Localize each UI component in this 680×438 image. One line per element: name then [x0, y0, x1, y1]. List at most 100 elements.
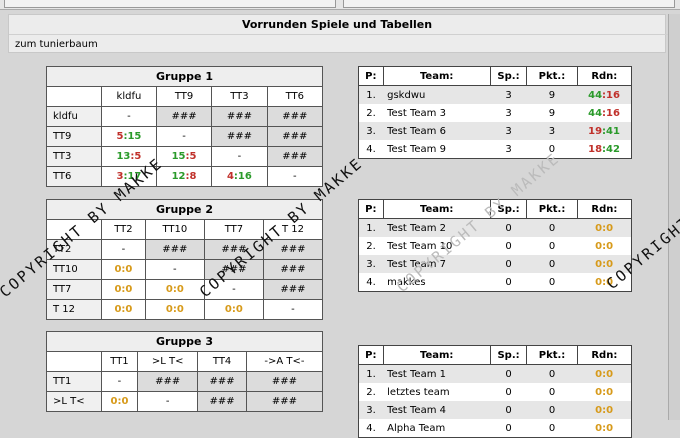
scrollbar[interactable]: [668, 14, 680, 420]
standings-cell: 0: [490, 364, 527, 383]
matrix-row: T 12 0:0 0:0 0:0-: [46, 299, 324, 320]
standings-header: P: Team: Sp.: Pkt.: Rdn:: [358, 345, 633, 365]
group-title: Gruppe 3: [46, 331, 323, 352]
standings-cell: Test Team 1: [383, 364, 491, 383]
title-row: Gruppe 3: [46, 331, 323, 352]
match-cell: 5:15: [101, 126, 157, 147]
standings-cell: 2.: [366, 386, 376, 398]
match-cell: -: [203, 279, 264, 300]
corner-cell: [46, 219, 102, 240]
match-cell: -: [266, 166, 324, 187]
standings-cell: 3: [505, 107, 512, 119]
match-cell: ###: [211, 106, 268, 127]
standings-cell: 3.: [358, 122, 384, 140]
standings-cell: 0: [526, 401, 578, 419]
standings-row: 2. letztes team 0 0 0:0: [359, 383, 632, 401]
standings-cell: 0: [505, 240, 512, 252]
match-cell: -: [262, 299, 324, 320]
match-cell: ###: [203, 259, 264, 280]
standings-row: 4. Test Team 9 3 0 18:42: [359, 140, 632, 159]
standings-cell: 0: [526, 364, 578, 383]
standings-cell: Test Team 9: [387, 143, 446, 155]
match-cell: 4:16: [211, 166, 268, 187]
standings-heading: Sp.:: [489, 199, 528, 219]
title-row: Gruppe 1: [46, 66, 323, 87]
row-label: TT10: [46, 259, 102, 280]
column-header: TT2: [101, 219, 146, 240]
match-cell: -: [101, 106, 157, 127]
column-header: >L T<: [136, 351, 199, 372]
standings-cell: 9: [526, 85, 578, 104]
standings-cell: 0: [490, 401, 527, 419]
match-cell: -: [136, 391, 199, 412]
standings-cell: Test Team 2: [383, 218, 491, 237]
standings-row: 1. Test Team 2 0 0 0:0: [358, 218, 632, 237]
row-label: TT9: [46, 126, 102, 147]
standings-row: 2. Test Team 3 3 9 44:16: [359, 104, 632, 122]
column-header: TT6: [266, 86, 324, 107]
standings-heading: Team:: [382, 345, 491, 365]
standings-heading: Sp.:: [489, 66, 528, 86]
row-label: TT2: [46, 239, 102, 260]
standings-cell: 0:0: [595, 276, 614, 288]
group-matrix: Gruppe 2 TT2 TT10 TT7 T 12 TT2- ### ### ### TT10 0…: [46, 199, 324, 320]
standings-cell: 3.: [358, 255, 384, 273]
column-header: T 12: [262, 219, 324, 240]
standings-cell: 0:0: [595, 386, 614, 398]
match-cell: ###: [245, 371, 324, 392]
matrix-row: TT2- ### ### ###: [46, 239, 324, 260]
tab[interactable]: [4, 0, 336, 8]
standings-cell: 0: [548, 422, 556, 434]
match-cell: ###: [197, 371, 247, 392]
standings-cell: 0: [548, 276, 556, 288]
standings-cell: 1.: [358, 218, 384, 237]
standings-cell: 3: [505, 143, 512, 155]
standings-heading: Rdn:: [576, 345, 633, 365]
match-cell: 0:0: [101, 259, 146, 280]
standings-heading: Rdn:: [576, 66, 633, 86]
match-cell: 0:0: [203, 299, 264, 320]
standings-cell: Alpha Team: [387, 422, 446, 434]
standings-cell: Test Team 7: [383, 255, 491, 273]
standings-cell: 0:0: [577, 401, 632, 419]
match-cell: 13:5: [101, 146, 157, 167]
matrix-row: TT1- ### ### ###: [46, 371, 324, 392]
matrix-row: TT6 3:17 12:8 4:16-: [46, 166, 324, 187]
row-label: T 12: [46, 299, 102, 320]
standings-cell: 0:0: [595, 422, 614, 434]
match-cell: 0:0: [144, 299, 205, 320]
standings-cell: letztes team: [387, 386, 450, 398]
matrix-row: TT9 5:15- ### ###: [46, 126, 324, 147]
standings-table: P: Team: Sp.: Pkt.: Rdn: 1. Test Team 2 0 0 0:0 2.…: [358, 199, 633, 292]
match-cell: ###: [266, 126, 324, 147]
standings-cell: Test Team 3: [387, 107, 446, 119]
column-row: TT2 TT10 TT7 T 12: [46, 219, 324, 240]
group-title: Gruppe 1: [46, 66, 323, 87]
tab[interactable]: [343, 0, 675, 8]
standings-table: P: Team: Sp.: Pkt.: Rdn: 1. gskdwu 3 9 44:16 2. Tes…: [358, 66, 633, 159]
tree-link[interactable]: zum tunierbaum: [9, 34, 671, 50]
standings-cell: 0:0: [577, 255, 632, 273]
column-header: kldfu: [101, 86, 157, 107]
standings-heading: P:: [358, 199, 384, 219]
standings-cell: 0: [526, 218, 578, 237]
standings-row: 2. Test Team 10 0 0 0:0: [359, 237, 632, 255]
match-cell: ###: [262, 239, 324, 260]
standings-cell: 3.: [358, 401, 384, 419]
match-cell: ###: [266, 146, 324, 167]
standings-heading: P:: [358, 345, 384, 365]
corner-cell: [46, 351, 102, 372]
standings-row: 4. Alpha Team 0 0 0:0: [359, 419, 632, 438]
row-label: kldfu: [46, 106, 102, 127]
standings-row: 1. gskdwu 3 9 44:16: [358, 85, 632, 104]
standings-cell: 0: [548, 143, 556, 155]
match-cell: ###: [211, 126, 268, 147]
match-cell: -: [101, 239, 146, 260]
standings-row: 3. Test Team 4 0 0 0:0: [358, 401, 632, 419]
match-cell: 15:5: [155, 146, 213, 167]
standings-cell: 0: [505, 386, 512, 398]
match-cell: ###: [197, 391, 247, 412]
match-cell: -: [101, 371, 138, 392]
match-cell: ###: [262, 279, 324, 300]
standings-cell: 0: [505, 276, 512, 288]
